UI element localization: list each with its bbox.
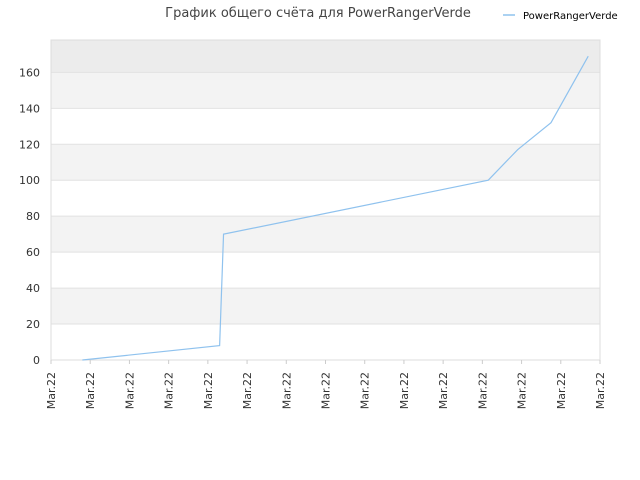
x-tick-label: Mar.22 [594, 372, 607, 409]
chart-title: График общего счёта для PowerRangerVerde [165, 6, 471, 21]
x-tick-label: Mar.22 [320, 372, 333, 409]
x-tick-label: Mar.22 [241, 372, 254, 409]
grid-band [51, 144, 600, 181]
x-tick-label: Mar.22 [359, 372, 372, 409]
y-tick-label: 140 [19, 102, 40, 115]
y-tick-label: 60 [26, 246, 40, 259]
grid-band [51, 72, 600, 109]
x-tick-label: Mar.22 [202, 372, 215, 409]
grid-band [51, 216, 600, 253]
y-tick-label: 80 [26, 210, 40, 223]
x-tick-label: Mar.22 [437, 372, 450, 409]
x-tick-label: Mar.22 [123, 372, 136, 409]
line [82, 55, 589, 361]
x-tick-label: Mar.22 [555, 372, 568, 409]
grid-band [51, 40, 600, 73]
y-tick-label: 0 [33, 354, 40, 367]
y-tick-label: 100 [19, 174, 40, 187]
x-tick-label: Mar.22 [45, 372, 58, 409]
x-tick-label: Mar.22 [280, 372, 293, 409]
x-tick-label: Mar.22 [84, 372, 97, 409]
x-tick-label: Mar.22 [476, 372, 489, 409]
x-tick-label: Mar.22 [516, 372, 529, 409]
y-tick-label: 160 [19, 66, 40, 79]
legend-label: PowerRangerVerde [523, 11, 618, 22]
x-tick-label: Mar.22 [163, 372, 176, 409]
y-tick-label: 40 [26, 282, 40, 295]
x-tick-label: Mar.22 [398, 372, 411, 409]
y-tick-label: 120 [19, 138, 40, 151]
grid-band [51, 288, 600, 325]
y-tick-label: 20 [26, 318, 40, 331]
